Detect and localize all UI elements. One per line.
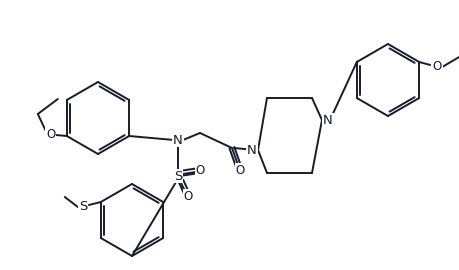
Text: O: O: [184, 190, 193, 202]
Text: O: O: [196, 164, 205, 177]
Text: O: O: [46, 127, 56, 140]
Text: S: S: [174, 170, 182, 183]
Text: N: N: [247, 143, 257, 157]
Text: S: S: [78, 201, 87, 214]
Text: O: O: [432, 60, 442, 73]
Text: N: N: [173, 133, 183, 147]
Text: N: N: [323, 113, 333, 127]
Text: O: O: [235, 164, 245, 177]
